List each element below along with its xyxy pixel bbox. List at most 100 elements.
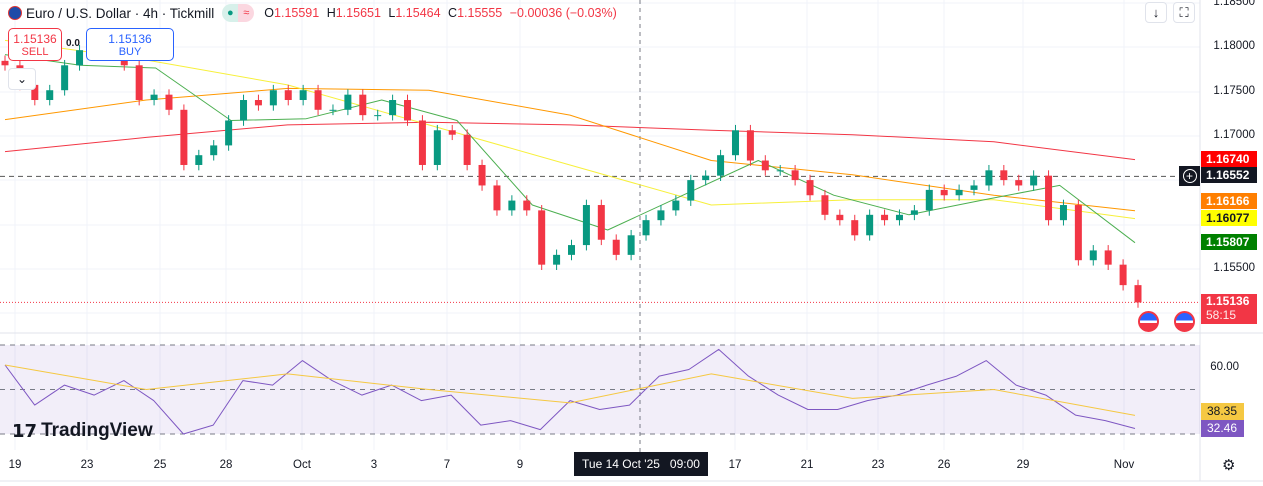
candle xyxy=(433,130,441,165)
candle xyxy=(1,60,9,66)
candle xyxy=(150,94,158,101)
candle xyxy=(389,100,397,116)
time-label: Nov xyxy=(1113,459,1135,471)
candle xyxy=(538,210,546,265)
candle xyxy=(866,214,874,236)
time-label: 3 xyxy=(370,459,378,471)
candle xyxy=(582,205,590,246)
tradingview-logo[interactable]: 𝟭𝟳 TradingView xyxy=(12,420,153,441)
candle xyxy=(955,189,963,196)
sell-button[interactable]: 1.15136 SELL xyxy=(8,28,62,61)
candle xyxy=(836,214,844,221)
candle xyxy=(657,210,665,221)
candle xyxy=(568,245,575,255)
candle xyxy=(299,90,307,101)
candle xyxy=(508,200,516,211)
candle xyxy=(881,214,889,221)
us-flag-event-icon[interactable] xyxy=(1138,311,1159,332)
candle xyxy=(1045,175,1053,221)
candle xyxy=(731,130,739,156)
candle xyxy=(985,170,993,186)
candle xyxy=(761,160,769,171)
last-price-tag: 1.15136 58:15 xyxy=(1201,294,1257,324)
add-alert-plus-icon[interactable]: + xyxy=(1179,166,1200,186)
moving-average-line xyxy=(4,121,1136,161)
candle xyxy=(1134,285,1142,303)
candle xyxy=(642,220,650,236)
collapse-button[interactable]: ⌄ xyxy=(8,68,36,90)
candle xyxy=(284,90,292,101)
tv-logo-icon: 𝟭𝟳 xyxy=(12,420,38,441)
price-tag: 1.16552 xyxy=(1201,167,1257,183)
axis-settings-gear-icon[interactable]: ⚙ xyxy=(1222,457,1236,474)
candle xyxy=(418,120,426,165)
time-label: 26 xyxy=(937,459,951,471)
candle xyxy=(374,115,382,117)
candle xyxy=(523,200,531,211)
price-label: 1.17500 xyxy=(1213,85,1255,97)
candle xyxy=(1104,250,1112,265)
candle xyxy=(597,205,605,240)
price-label: 1.17000 xyxy=(1213,129,1255,141)
candle xyxy=(910,210,918,215)
time-label: 9 xyxy=(516,459,524,471)
fullscreen-button[interactable]: ⛶ xyxy=(1173,2,1195,23)
candle xyxy=(165,94,173,110)
status-pill[interactable]: ● ≈ xyxy=(222,4,255,22)
candle xyxy=(746,130,754,161)
candle xyxy=(1059,205,1067,221)
candle xyxy=(359,94,367,116)
candle xyxy=(46,90,54,101)
candle xyxy=(478,164,486,186)
approx-icon: ≈ xyxy=(238,4,255,22)
candle xyxy=(851,220,859,236)
scroll-to-latest-button[interactable]: ↓ xyxy=(1145,2,1167,23)
crosshair-time-label: Tue 14 Oct '25 09:00 xyxy=(574,452,708,476)
candle xyxy=(791,170,799,181)
candle xyxy=(821,195,829,215)
price-label: 1.18500 xyxy=(1213,0,1255,8)
price-label: 1.15500 xyxy=(1213,262,1255,274)
candle xyxy=(925,189,933,211)
buy-button[interactable]: 1.15136 BUY xyxy=(86,28,174,61)
candle xyxy=(225,120,233,146)
candle xyxy=(1000,170,1008,181)
rsi-level-label: 60.00 xyxy=(1210,361,1239,373)
candle xyxy=(672,200,680,211)
candle xyxy=(895,214,903,221)
price-label: 1.18000 xyxy=(1213,40,1255,52)
rsi-line xyxy=(4,348,1136,435)
candle xyxy=(240,100,248,121)
candle xyxy=(1015,180,1023,186)
candle xyxy=(493,185,501,211)
candle xyxy=(344,94,352,110)
candle xyxy=(553,254,561,265)
candle xyxy=(970,185,978,190)
price-tag: 1.16740 xyxy=(1201,151,1257,167)
price-tag: 1.15807 xyxy=(1201,234,1257,250)
candle xyxy=(61,65,69,91)
candle xyxy=(31,84,39,101)
eu-us-flag-icon xyxy=(8,6,22,20)
candle xyxy=(806,180,814,196)
candle xyxy=(1119,264,1127,286)
candle xyxy=(448,130,456,135)
symbol-title[interactable]: Euro / U.S. Dollar · 4h · Tickmill xyxy=(26,5,215,21)
time-label: 25 xyxy=(153,459,167,471)
candle xyxy=(1089,250,1097,261)
rsi-value-tag: 32.46 xyxy=(1201,420,1244,437)
candle xyxy=(195,155,203,165)
time-label: 7 xyxy=(443,459,451,471)
moving-average-line xyxy=(4,87,1136,212)
moving-average-line xyxy=(4,54,1136,244)
us-flag-event-icon[interactable] xyxy=(1174,311,1195,332)
price-tag: 1.16077 xyxy=(1201,210,1257,226)
candle xyxy=(717,155,725,176)
time-label: 29 xyxy=(1016,459,1030,471)
candle xyxy=(180,109,188,165)
candle xyxy=(135,65,143,101)
time-label: 21 xyxy=(800,459,814,471)
candle xyxy=(940,189,948,196)
ohlc-values: O1.15591 H1.15651 L1.15464 C1.15555 −0.0… xyxy=(264,6,617,20)
